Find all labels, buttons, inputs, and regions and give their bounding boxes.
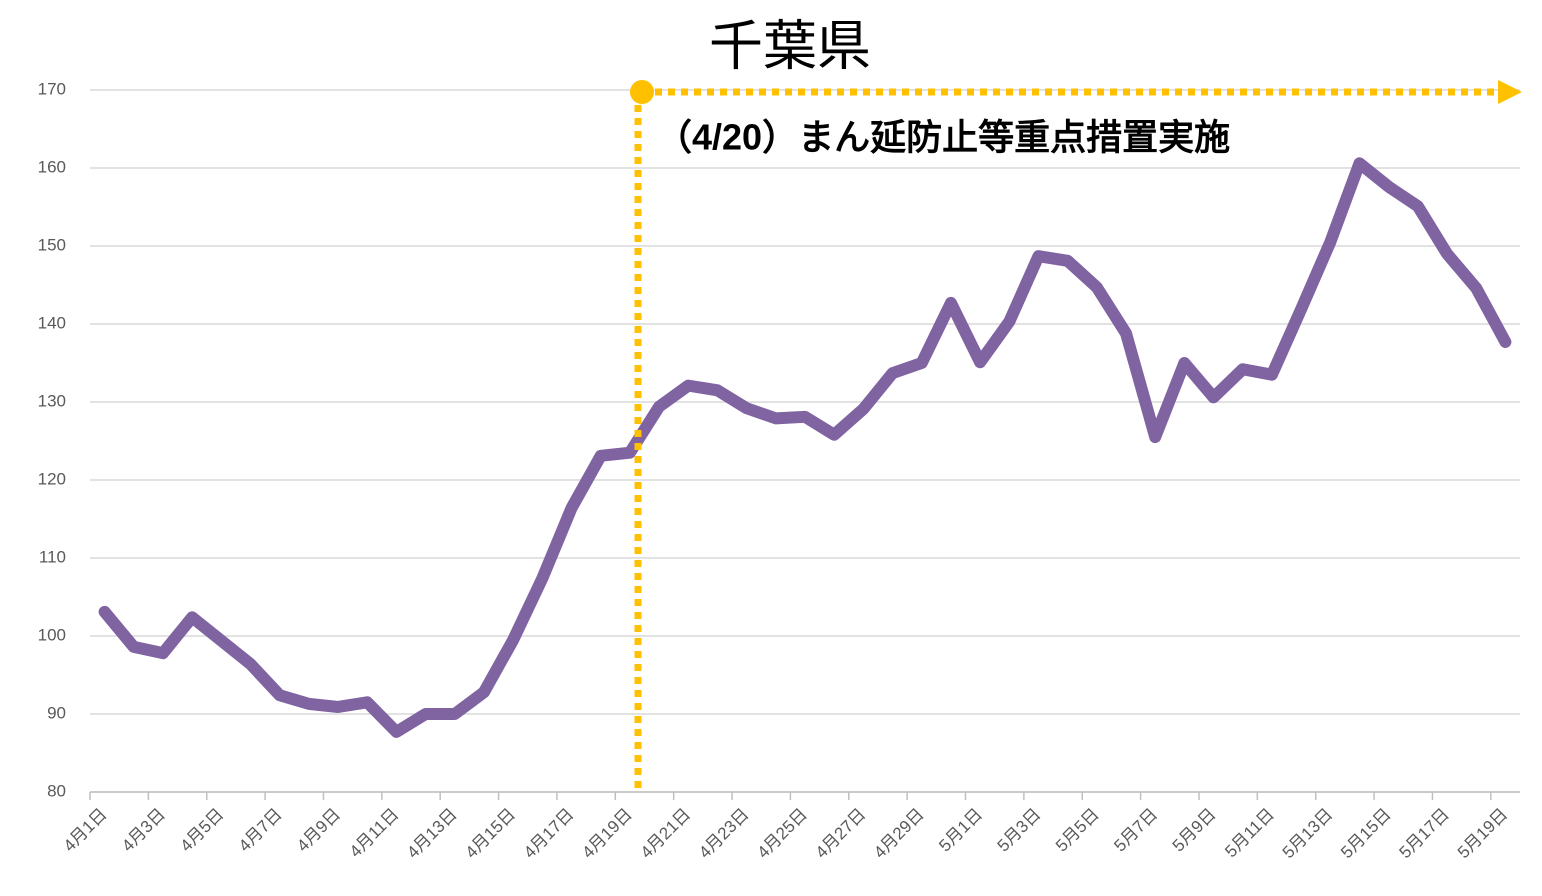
x-tick-label: 5月7日 bbox=[1110, 805, 1161, 856]
x-tick-label: 4月17日 bbox=[520, 805, 578, 863]
annotation-group: （4/20）まん延防止等重点措置実施 bbox=[630, 80, 1522, 792]
x-tick-label: 5月19日 bbox=[1454, 805, 1512, 863]
x-tick-label: 5月13日 bbox=[1279, 805, 1337, 863]
x-tick-label: 4月13日 bbox=[403, 805, 461, 863]
chart-title: 千葉県 bbox=[709, 16, 871, 76]
x-tick-label: 4月27日 bbox=[812, 805, 870, 863]
x-tick-label: 5月5日 bbox=[1052, 805, 1103, 856]
y-tick-label: 150 bbox=[38, 235, 66, 254]
x-tick-label: 4月21日 bbox=[637, 805, 695, 863]
y-tick-label: 100 bbox=[38, 625, 66, 644]
x-tick-label: 5月11日 bbox=[1221, 805, 1278, 862]
y-tick-label: 80 bbox=[47, 781, 66, 800]
x-tick-label: 4月3日 bbox=[118, 805, 169, 856]
annotation-dot bbox=[630, 80, 654, 104]
x-tick-label: 5月1日 bbox=[935, 805, 986, 856]
y-tick-label: 140 bbox=[38, 313, 66, 332]
line-series bbox=[98, 157, 1512, 738]
x-tick-label: 5月15日 bbox=[1337, 805, 1395, 863]
y-tick-label: 130 bbox=[38, 391, 66, 410]
x-tick-label: 4月11日 bbox=[346, 805, 403, 862]
x-tick-label: 4月25日 bbox=[753, 805, 811, 863]
annotation-arrow bbox=[1498, 80, 1522, 104]
x-tick-label: 5月17日 bbox=[1395, 805, 1453, 863]
annotation-text: （4/20）まん延防止等重点措置実施 bbox=[656, 117, 1230, 158]
x-tick-label: 4月9日 bbox=[293, 805, 344, 856]
x-tick-label: 5月3日 bbox=[994, 805, 1045, 856]
x-tick-label: 4月7日 bbox=[235, 805, 286, 856]
x-tick-label: 5月9日 bbox=[1169, 805, 1220, 856]
y-tick-label: 170 bbox=[38, 79, 66, 98]
y-tick-label: 110 bbox=[39, 547, 66, 566]
x-tick-label: 4月19日 bbox=[578, 805, 636, 863]
y-tick-label: 90 bbox=[47, 703, 66, 722]
x-tick-label: 4月1日 bbox=[60, 805, 111, 856]
x-tick-label: 4月23日 bbox=[695, 805, 753, 863]
y-tick-label: 120 bbox=[38, 469, 66, 488]
x-tick-label: 4月5日 bbox=[176, 805, 227, 856]
y-tick-label: 160 bbox=[38, 157, 66, 176]
x-tick-label: 4月29日 bbox=[870, 805, 928, 863]
x-tick-label: 4月15日 bbox=[462, 805, 520, 863]
